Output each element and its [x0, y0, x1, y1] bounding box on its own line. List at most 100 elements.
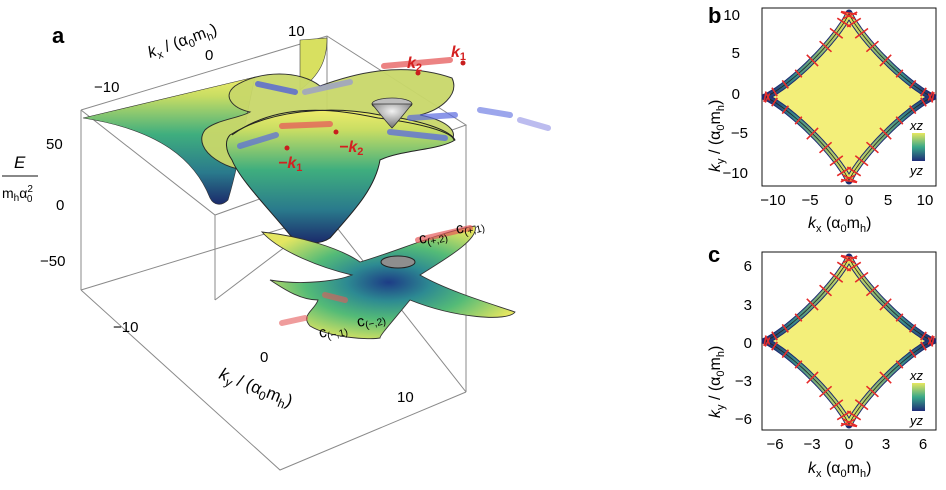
label-c-minus-2: c(−,2) — [355, 308, 387, 332]
panel-b-spin-tick — [840, 10, 858, 16]
panel-b-legend-bottom: yz — [909, 163, 924, 178]
panel-b-spin-tick — [865, 141, 879, 154]
panel-c-plot — [761, 253, 937, 429]
panel-b-spin-tick — [819, 40, 833, 53]
panel-b-spin-tick — [927, 91, 934, 101]
panel-b-spin-tick — [840, 178, 858, 184]
panel-b-spin-tick — [829, 27, 844, 39]
panel-c-xlabel: kx (α0mh) — [808, 460, 871, 480]
panel-b-spin-tick — [771, 97, 778, 107]
panel-c-spin-tick — [920, 331, 927, 341]
panel-c-spin-tick — [927, 335, 934, 345]
panel-c-spin-tick — [842, 418, 858, 427]
ky-tick-1: 0 — [260, 349, 268, 366]
panel-b-spin-tick — [854, 155, 869, 167]
panel-c-spin-tick — [771, 341, 778, 351]
panel-c-spin-tick — [879, 298, 892, 311]
panel-a-letter: a — [52, 23, 65, 48]
panel-c-spin-tick — [854, 271, 869, 283]
panel-b-yticks: 10 5 0 −5 −10 — [723, 7, 748, 182]
label-minus-k2: −k2 — [339, 139, 363, 158]
panel-b-spin-tick — [908, 79, 917, 89]
b-ytick-1: 5 — [732, 45, 740, 62]
ky-axis-label: ky / (α0mh) — [215, 364, 295, 413]
ky-tick-0: −10 — [113, 319, 138, 336]
panel-c-spin-tick — [806, 298, 819, 311]
panel-c-legend-top: xz — [909, 368, 924, 383]
panel-c-spin-tick — [895, 360, 904, 369]
grey-cone — [371, 97, 413, 129]
panel-c-spin-tick — [819, 284, 833, 297]
c-ytick-3: −3 — [735, 373, 752, 390]
e-axis: 50 0 −50 E mhα2 0 — [2, 136, 65, 270]
c-xtick-1: −3 — [803, 436, 820, 453]
b-xtick-1: −5 — [801, 192, 818, 209]
panel-c-spin-tick — [908, 323, 917, 333]
ky-tick-2: 10 — [397, 389, 414, 406]
panel-c-spin-tick — [781, 323, 789, 333]
panel-b-spin-tick — [829, 155, 844, 167]
panel-b-spin-tick — [806, 127, 819, 140]
panel-b-spin-tick — [879, 54, 892, 67]
panel-c-spin-tick — [771, 331, 778, 341]
panel-c-spin-tick — [840, 422, 858, 428]
e-axis-denominator: mhα2 0 — [2, 184, 33, 205]
kx-tick-2: 10 — [288, 23, 305, 40]
panel-c-yticks: 6 3 0 −3 −6 — [735, 258, 752, 428]
panel-b-spin-tick — [840, 174, 856, 183]
panel-b-spin-tick — [865, 40, 880, 53]
panel-b-spin-tick — [920, 87, 927, 97]
b-ytick-2: 0 — [732, 86, 740, 103]
panel-c-spin-tick — [854, 399, 869, 411]
panel-c-spin-tick — [846, 410, 862, 421]
b-xtick-4: 10 — [917, 192, 934, 209]
panel-c-spin-tick — [829, 271, 844, 283]
panel-b-spin-tick — [895, 116, 904, 125]
panel-c: c xz yz 6 3 0 −3 −6 −6 −3 0 3 6 kx (α0mh… — [707, 242, 937, 480]
panel-c-spin-tick — [909, 349, 917, 359]
b-ytick-3: −5 — [731, 125, 748, 142]
ky-axis: −10 0 10 ky / (α0mh) — [113, 319, 414, 413]
c-ytick-1: 3 — [744, 297, 752, 314]
panel-b-spin-tick — [781, 105, 790, 115]
panel-b-spin-tick — [764, 93, 771, 103]
panel-c-letter: c — [708, 242, 720, 267]
panel-b-spin-tick — [806, 54, 819, 67]
label-k2: k2 — [407, 55, 422, 74]
panel-c-spin-tick — [840, 255, 856, 264]
panel-c-spin-tick — [781, 349, 790, 359]
kx-tick-1: 0 — [205, 47, 213, 64]
b-ytick-4: −10 — [723, 165, 748, 182]
panel-c-spin-tick — [764, 337, 771, 347]
panel-c-spin-tick — [865, 385, 879, 398]
panel-b-spin-tick — [781, 79, 789, 89]
panel-c-spin-tick — [927, 337, 934, 347]
panel-c-spin-tick — [840, 254, 858, 260]
c-xtick-4: 6 — [919, 436, 927, 453]
panel-b-xlabel: kx (α0mh) — [808, 215, 871, 235]
panel-b-spin-tick — [879, 127, 892, 140]
panel-b-spin-tick — [840, 11, 856, 20]
label-k1: k1 — [451, 44, 466, 63]
panel-b-letter: b — [708, 3, 721, 28]
c-ytick-4: −6 — [735, 411, 752, 428]
panel-b-spin-tick — [846, 166, 862, 177]
panel-b-legend-bar — [912, 133, 925, 161]
panel-c-ylabel: ky / (α0mh) — [707, 346, 727, 418]
kx-tick-0: −10 — [94, 79, 119, 96]
b-xtick-0: −10 — [760, 192, 785, 209]
label-minus-k1: −k1 — [278, 155, 302, 174]
panel-b-spin-tick — [836, 17, 852, 28]
panel-c-legend-bottom: yz — [909, 413, 924, 428]
k-points — [284, 60, 466, 151]
panel-b-xticks: −10 −5 0 5 10 — [760, 192, 933, 209]
label-c-plus-1: c(+,1) — [454, 215, 486, 239]
c-ytick-0: 6 — [744, 258, 752, 275]
panel-b-ylabel: ky / (α0mh) — [707, 100, 727, 172]
panel-c-spin-tick — [794, 313, 803, 322]
panel-c-spin-tick — [806, 371, 819, 384]
panel-b-spin-tick — [842, 174, 858, 183]
panel-a: a — [2, 21, 551, 471]
panel-c-spin-tick — [829, 399, 844, 411]
spin-stripes-floor — [279, 225, 473, 326]
